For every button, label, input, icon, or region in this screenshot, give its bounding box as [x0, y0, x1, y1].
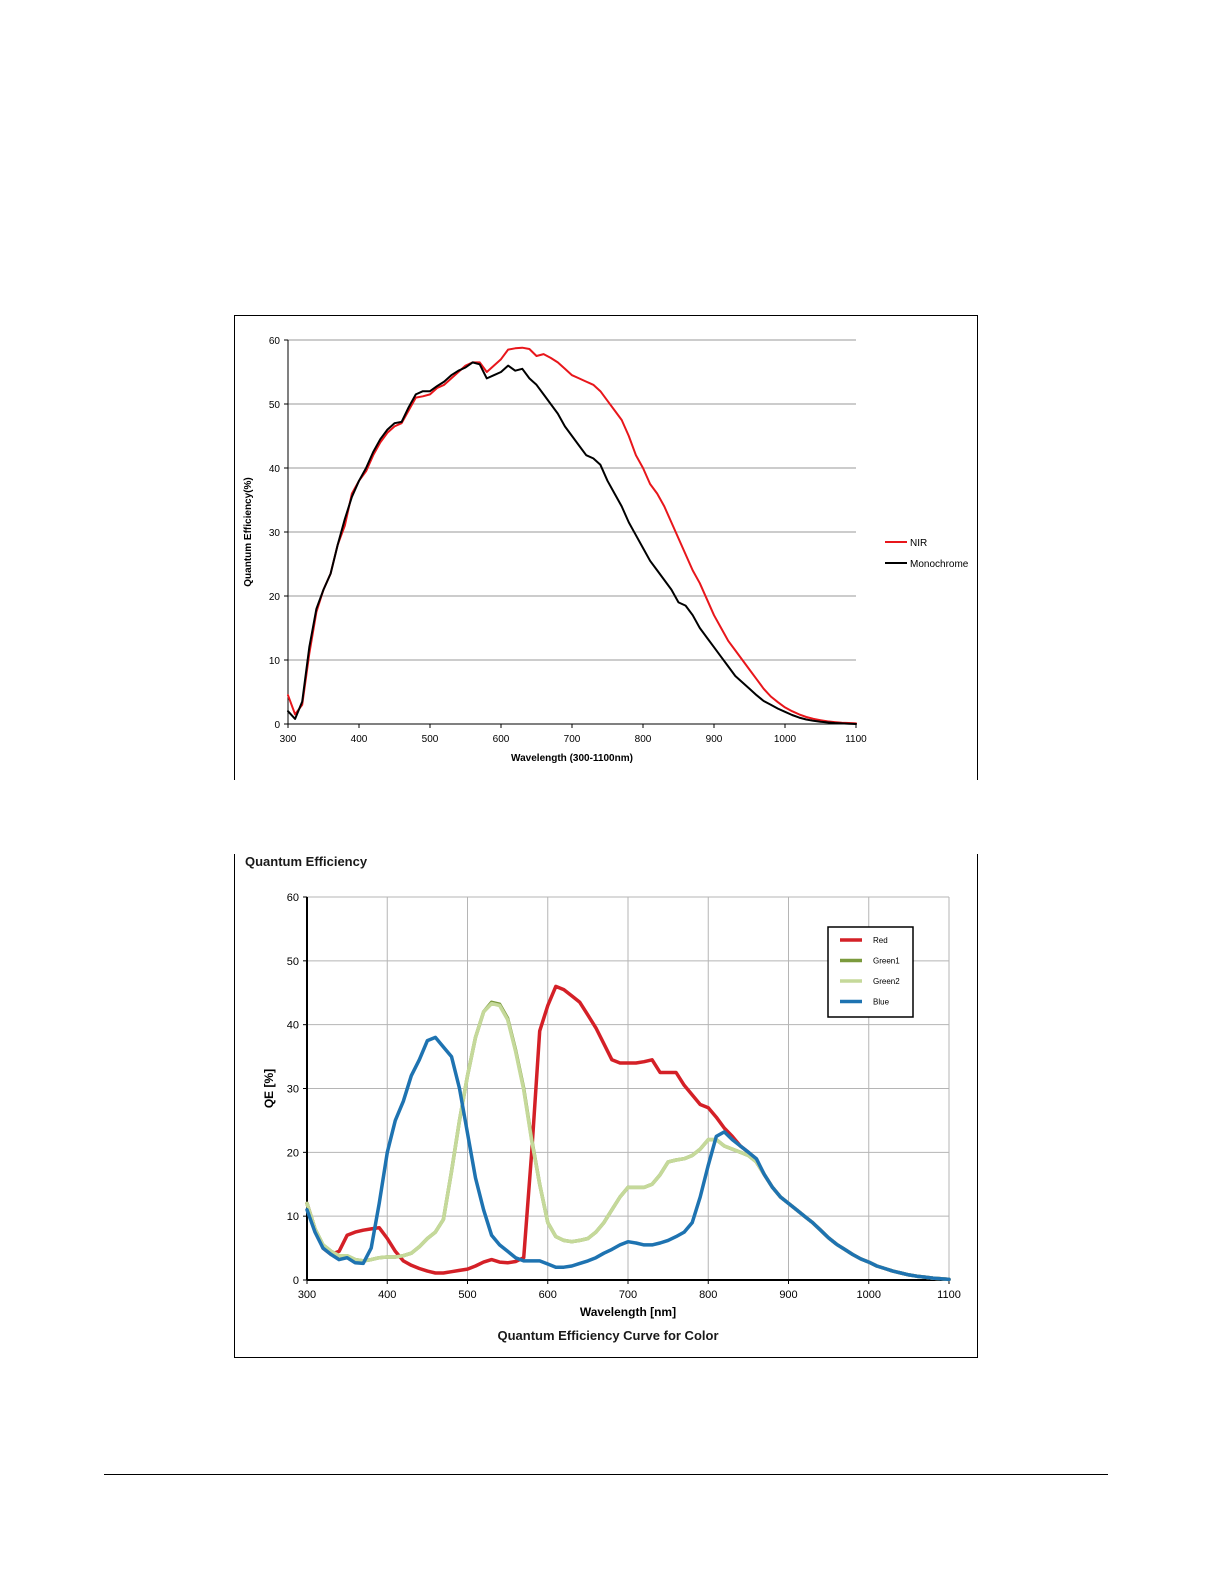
- chart2-series-blue: [305, 1035, 951, 1282]
- chart1-legend-label-monochrome: Monochrome: [910, 559, 969, 570]
- chart2-ytick-label-1: 10: [287, 1211, 299, 1223]
- chart-nir-monochrome: 0 10 20 30 40 50 60 300 400 500 600 700 800 900 1000 11…: [234, 315, 978, 780]
- chart1-xtick-label-3: 600: [493, 734, 510, 745]
- chart2-xtick-label-5: 800: [699, 1289, 717, 1301]
- chart2-legend-label-red: Red: [873, 936, 888, 945]
- chart1-legend-label-nir: NIR: [910, 538, 927, 549]
- chart2-ytick-label-3: 30: [287, 1084, 299, 1096]
- chart1-ytick-label-5: 50: [269, 400, 281, 411]
- chart1-ytick-label-2: 20: [269, 592, 281, 603]
- chart1-xtick-label-0: 300: [280, 734, 297, 745]
- chart2-legend-label-green1: Green1: [873, 957, 900, 966]
- chart2-xtick-label-1: 400: [378, 1289, 396, 1301]
- chart-color-qe: 0 10 20 30 40 50 60 300 400 500 600 700 800 900 1000 11…: [234, 854, 978, 1358]
- chart1-xtick-label-2: 500: [422, 734, 439, 745]
- chart2-ytick-label-6: 60: [287, 892, 299, 904]
- chart2-xtick-label-4: 700: [619, 1289, 637, 1301]
- chart1-ytick-label-1: 10: [269, 656, 281, 667]
- chart1-ytick-label-3: 30: [269, 528, 281, 539]
- chart2-legend-label-green2: Green2: [873, 977, 900, 986]
- chart2-ytick-label-5: 50: [287, 956, 299, 968]
- chart2-xtick-label-8: 1100: [937, 1289, 961, 1301]
- chart1-series-monochrome: [287, 361, 857, 725]
- chart2-legend-label-blue: Blue: [873, 998, 890, 1007]
- chart1-xtick-label-8: 1100: [845, 734, 867, 745]
- chart2-xtick-label-3: 600: [539, 1289, 557, 1301]
- chart1-xtick-label-5: 800: [635, 734, 652, 745]
- chart2-ytick-label-2: 20: [287, 1147, 299, 1159]
- chart2-title: Quantum Efficiency: [245, 854, 368, 869]
- chart2-caption: Quantum Efficiency Curve for Color: [497, 1328, 718, 1343]
- chart2-xtick-label-6: 900: [779, 1289, 797, 1301]
- footer-rule: [104, 1474, 1108, 1475]
- chart1-ytick-label-6: 60: [269, 336, 281, 347]
- chart1-x-axis-label: Wavelength (300-1100nm): [511, 753, 633, 764]
- chart1-xtick-label-4: 700: [564, 734, 581, 745]
- chart2-ytick-label-0: 0: [293, 1275, 299, 1287]
- chart2-x-axis-label: Wavelength [nm]: [580, 1305, 676, 1319]
- chart1-xtick-label-6: 900: [706, 734, 723, 745]
- chart1-series-nir: [287, 346, 857, 725]
- chart1-y-axis-label: Quantum Efficiency(%): [243, 477, 254, 586]
- chart2-svg: 0 10 20 30 40 50 60 300 400 500 600 700 800 900 1000 11…: [245, 854, 961, 1343]
- chart1-svg: 0 10 20 30 40 50 60 300 400 500 600 700 800 900 1000 11…: [243, 336, 969, 764]
- chart2-xtick-label-7: 1000: [857, 1289, 881, 1301]
- chart2-y-axis-label: QE [%]: [262, 1069, 276, 1108]
- chart1-xtick-label-7: 1000: [774, 734, 797, 745]
- chart1-xtick-label-1: 400: [351, 734, 368, 745]
- chart2-ytick-label-4: 40: [287, 1020, 299, 1032]
- chart2-xtick-label-2: 500: [458, 1289, 476, 1301]
- chart1-ytick-label-0: 0: [274, 720, 280, 731]
- chart2-xtick-label-0: 300: [298, 1289, 316, 1301]
- chart1-ytick-label-4: 40: [269, 464, 281, 475]
